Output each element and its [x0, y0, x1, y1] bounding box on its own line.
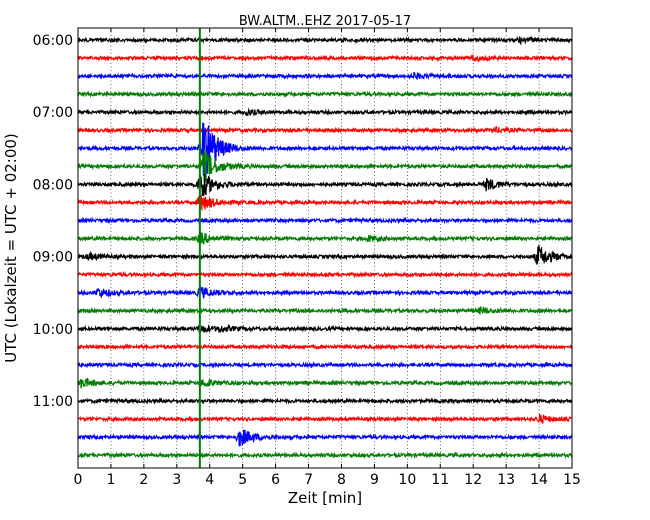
seismic-trace: [77, 323, 573, 334]
y-tick-label: 09:00: [33, 250, 73, 266]
seismic-trace: [77, 54, 573, 63]
seismic-trace: [77, 107, 573, 117]
trace-group: [77, 35, 573, 460]
seismic-trace: [77, 194, 573, 211]
axes: 0 1 2 3 4 5 6 7 8 9 10 11 12 13 14 1506:0007:0008:0009:…: [33, 28, 581, 488]
seismic-trace: [77, 173, 573, 197]
seismic-trace: [77, 244, 573, 265]
y-tick-label: 07:00: [33, 105, 73, 121]
x-tick-label: 7: [304, 472, 313, 488]
x-tick-label: 1: [106, 472, 115, 488]
seismic-trace: [77, 451, 573, 460]
x-tick-label: 9: [370, 472, 379, 488]
seismic-trace: [77, 122, 573, 176]
seismic-trace: [77, 429, 573, 447]
seismic-trace: [77, 397, 573, 405]
x-tick-label: 12: [464, 472, 482, 488]
y-tick-label: 11:00: [33, 394, 73, 410]
x-tick-label: 3: [172, 472, 181, 488]
seismic-trace: [77, 306, 573, 315]
chart-title: BW.ALTM..EHZ 2017-05-17: [239, 14, 411, 29]
plot-frame: [77, 27, 573, 469]
seismic-trace: [77, 230, 573, 245]
y-axis-label: UTC (Lokalzeit = UTC + 02:00): [2, 133, 20, 363]
seismic-trace: [77, 149, 573, 183]
x-tick-label: 14: [530, 472, 548, 488]
x-tick-label: 0: [74, 472, 83, 488]
x-tick-label: 10: [398, 472, 416, 488]
x-tick-label: 15: [563, 472, 581, 488]
x-tick-label: 11: [431, 472, 449, 488]
seismic-trace: [77, 71, 573, 81]
x-tick-label: 4: [205, 472, 214, 488]
seismic-trace: [77, 270, 573, 279]
x-axis-label: Zeit [min]: [288, 489, 362, 507]
x-tick-label: 8: [337, 472, 346, 488]
y-tick-label: 06:00: [33, 33, 73, 49]
seismic-trace: [77, 343, 573, 351]
x-tick-label: 2: [139, 472, 148, 488]
y-tick-label: 10:00: [33, 322, 73, 338]
seismic-trace: [77, 35, 573, 46]
seismic-trace: [77, 360, 573, 369]
seismic-trace: [77, 216, 573, 225]
seismic-trace: [77, 377, 573, 389]
seismic-trace: [77, 412, 573, 425]
y-tick-label: 08:00: [33, 177, 73, 193]
seismic-trace: [77, 90, 573, 99]
x-tick-label: 13: [497, 472, 515, 488]
x-tick-label: 5: [238, 472, 247, 488]
seismic-trace: [77, 125, 573, 135]
seismic-trace: [77, 285, 573, 299]
x-tick-label: 6: [271, 472, 280, 488]
